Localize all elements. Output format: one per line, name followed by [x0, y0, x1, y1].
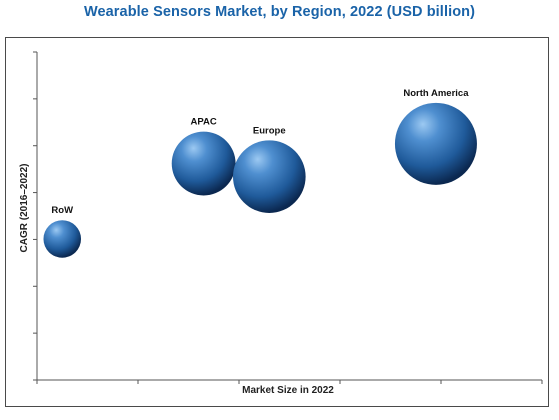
bubble-europe [232, 140, 306, 213]
bubble-north-america [394, 102, 477, 185]
bubble-label-row: RoW [51, 205, 73, 216]
bubble-row [43, 220, 82, 258]
bubble-label-europe: Europe [253, 125, 286, 136]
y-axis-label: CAGR (2016–2022) [19, 164, 30, 253]
x-axis-label: Market Size in 2022 [242, 385, 334, 396]
bubble-labels: RoW APAC Europe North America [51, 88, 469, 216]
bubble-label-north-america: North America [403, 88, 469, 99]
chart-frame [5, 37, 549, 407]
bubbles [43, 102, 477, 258]
x-axis [36, 379, 543, 384]
bubble-label-apac: APAC [191, 117, 217, 128]
bubble-apac [171, 131, 236, 196]
y-axis [33, 51, 38, 381]
chart-title: Wearable Sensors Market, by Region, 2022… [83, 4, 476, 20]
